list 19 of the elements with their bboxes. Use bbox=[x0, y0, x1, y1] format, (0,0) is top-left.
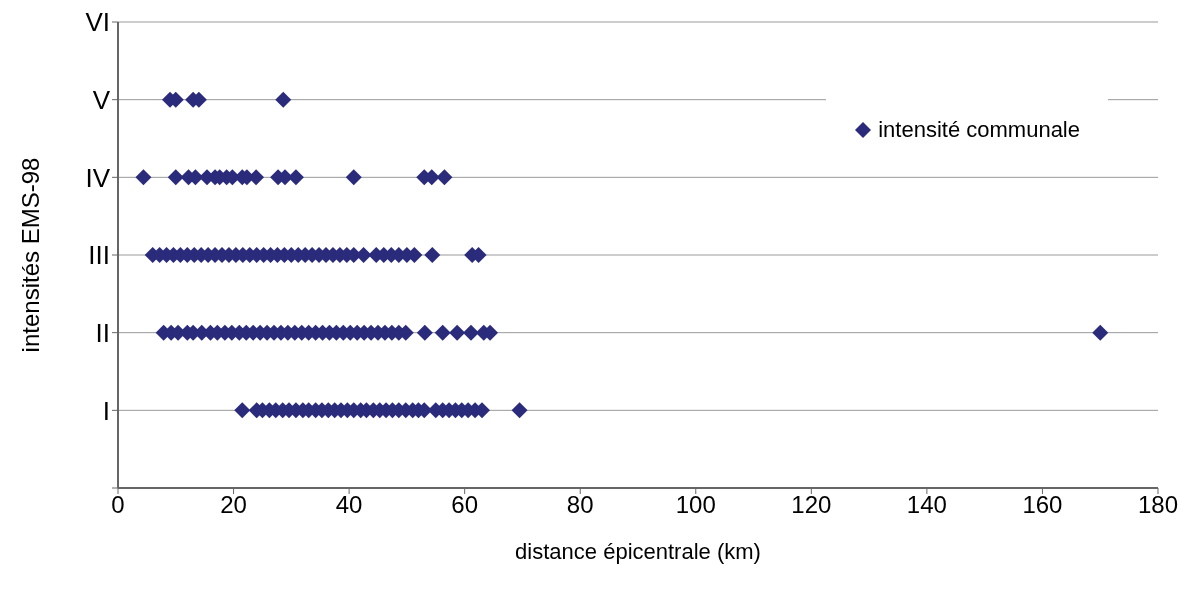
x-tick-label: 80 bbox=[566, 491, 594, 519]
x-tick-label: 160 bbox=[1022, 491, 1063, 519]
x-tick-label: 60 bbox=[451, 491, 479, 519]
y-tick-label: I bbox=[102, 395, 110, 426]
y-tick-label: III bbox=[88, 240, 110, 271]
x-tick-label: 140 bbox=[906, 491, 947, 519]
x-tick-label: 0 bbox=[111, 491, 125, 519]
y-axis-title: intensités EMS-98 bbox=[16, 157, 44, 353]
x-tick-label: 40 bbox=[335, 491, 363, 519]
y-tick-label: IV bbox=[85, 162, 111, 193]
x-tick-label: 120 bbox=[791, 491, 832, 519]
x-tick-label: 100 bbox=[675, 491, 716, 519]
x-tick-label: 180 bbox=[1137, 491, 1179, 519]
y-tick-label: V bbox=[92, 84, 111, 115]
legend-label: intensité communale bbox=[878, 117, 1080, 143]
x-axis-title: distance épicentrale (km) bbox=[515, 539, 761, 564]
y-tick-label: II bbox=[95, 317, 110, 348]
y-tick-label: VI bbox=[85, 7, 110, 38]
x-tick-label: 20 bbox=[220, 491, 247, 519]
